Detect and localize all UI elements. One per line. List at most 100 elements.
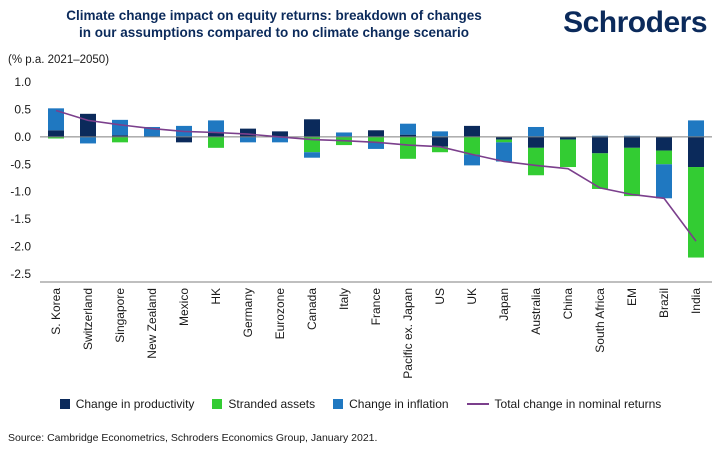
bar-productivity [80, 113, 96, 137]
y-tick-label: -2.0 [10, 240, 31, 254]
y-tick-label: 1.0 [14, 75, 31, 89]
bar-productivity [688, 136, 704, 168]
bar-inflation [624, 135, 640, 137]
bar-inflation [496, 142, 512, 162]
legend-item-productivity: Change in productivity [59, 397, 195, 411]
bar-productivity [560, 136, 576, 140]
x-tick-label: Italy [337, 288, 351, 310]
bar-inflation [144, 126, 160, 137]
x-tick-label: Mexico [177, 288, 191, 326]
bar-productivity [176, 136, 192, 143]
legend-label-productivity: Change in productivity [75, 397, 195, 411]
legend-label-inflation: Change in inflation [349, 397, 449, 411]
stacked-bar-chart: 1.0 0.5 0.0 -0.5 -1.0 -1.5 -2.0 -2.5 S. Korea Swi… [10, 75, 712, 379]
legend-swatch-inflation [333, 399, 344, 409]
bar-inflation [80, 136, 96, 144]
y-tick-label: 0.0 [14, 130, 31, 144]
bar-stranded-assets [464, 136, 480, 155]
x-tick-label: India [689, 288, 703, 314]
bar-stranded-assets [368, 136, 384, 143]
legend-swatch-stranded [212, 399, 223, 409]
bar-stranded-assets [624, 147, 640, 197]
bar-stranded-assets [48, 136, 64, 139]
bar-inflation [400, 123, 416, 135]
legend-swatch-productivity [59, 399, 70, 409]
y-tick-label: -0.5 [10, 157, 31, 171]
x-tick-label: Germany [241, 288, 255, 337]
bar-stranded-assets [560, 139, 576, 168]
bar-inflation [304, 152, 320, 158]
x-tick-label: Singapore [113, 288, 127, 343]
bar-inflation [688, 120, 704, 137]
bar-inflation [112, 119, 128, 136]
bar-inflation [208, 120, 224, 133]
bar-productivity [304, 119, 320, 137]
bar-inflation [464, 154, 480, 166]
legend-label-total: Total change in nominal returns [494, 397, 662, 411]
bar-stranded-assets [528, 147, 544, 176]
bar-productivity [432, 136, 448, 147]
bar-productivity [208, 132, 224, 137]
chart-legend: Change in productivity Stranded assets C… [0, 397, 721, 411]
y-tick-label: -1.5 [10, 212, 31, 226]
bar-productivity [240, 128, 256, 137]
x-tick-label: Eurozone [273, 288, 287, 340]
legend-item-total: Total change in nominal returns [466, 397, 662, 411]
brand-logo: Schroders [563, 6, 707, 39]
legend-label-stranded: Stranded assets [228, 397, 316, 411]
bar-productivity [112, 135, 128, 137]
y-tick-label: 0.5 [14, 102, 31, 116]
y-axis-unit-label: (% p.a. 2021–2050) [8, 54, 110, 66]
x-tick-label: UK [465, 288, 479, 305]
bar-inflation [528, 126, 544, 137]
bar-stranded-assets [208, 136, 224, 148]
bar-stranded-assets [304, 136, 320, 153]
bar-productivity [656, 136, 672, 151]
chart-title-line-2: in our assumptions compared to no climat… [78, 25, 470, 40]
bar-stranded-assets [688, 167, 704, 258]
bar-stranded-assets [656, 150, 672, 165]
x-tick-label: Brazil [657, 288, 671, 318]
total-change-line [55, 109, 697, 242]
bar-productivity [368, 130, 384, 137]
x-tick-label: France [369, 288, 383, 326]
bar-inflation [48, 108, 64, 131]
bar-productivity [464, 125, 480, 137]
chart-title-line-1: Climate change impact on equity returns:… [66, 8, 482, 23]
x-tick-label: South Africa [593, 288, 607, 353]
bar-inflation [272, 136, 288, 143]
bar-stranded-assets [432, 146, 448, 153]
x-tick-label: Australia [529, 288, 543, 335]
legend-swatch-total [466, 403, 489, 405]
y-tick-label: -1.0 [10, 185, 31, 199]
bar-stranded-assets [400, 136, 416, 159]
x-tick-label: China [561, 288, 575, 320]
x-tick-label: EM [625, 288, 639, 306]
x-tick-label: Canada [305, 288, 319, 330]
x-tick-label: US [433, 288, 447, 305]
source-note: Source: Cambridge Econometrics, Schroder… [8, 432, 378, 444]
bar-productivity [624, 136, 640, 148]
bar-productivity [592, 136, 608, 154]
bar-productivity [400, 134, 416, 137]
y-tick-label: -2.5 [10, 267, 31, 281]
bar-productivity [528, 136, 544, 148]
x-tick-label: Switzerland [81, 288, 95, 350]
x-tick-label: Pacific ex. Japan [401, 288, 415, 379]
bar-stranded-assets [112, 136, 128, 143]
x-tick-label: Japan [497, 288, 511, 321]
legend-item-inflation: Change in inflation [333, 397, 449, 411]
bar-inflation [432, 131, 448, 137]
bar-inflation [592, 135, 608, 137]
legend-item-stranded: Stranded assets [212, 397, 315, 411]
bar-productivity [496, 136, 512, 140]
x-tick-label: HK [209, 288, 223, 305]
bar-productivity [272, 131, 288, 137]
bar-inflation [240, 136, 256, 143]
bar-inflation [368, 142, 384, 149]
bar-productivity [48, 130, 64, 137]
x-tick-label: New Zealand [145, 288, 159, 359]
x-tick-label: S. Korea [49, 288, 63, 335]
bar-stranded-assets [592, 153, 608, 189]
bar-stranded-assets [496, 139, 512, 143]
